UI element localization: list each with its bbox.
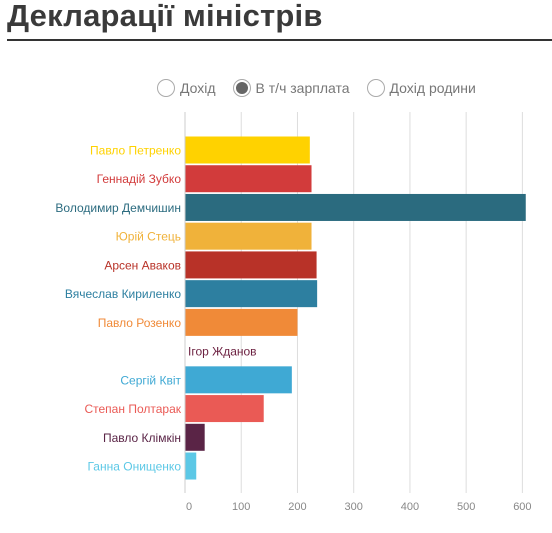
radio-salary[interactable]: В т/ч зарплата	[232, 79, 350, 97]
bar	[185, 366, 292, 394]
bar	[185, 395, 264, 423]
x-tick-label: 400	[401, 501, 419, 513]
metric-radio-group: Дохід В т/ч зарплата Дохід родини	[157, 78, 493, 98]
category-label: Арсен Аваков	[104, 258, 181, 272]
bar	[185, 193, 526, 221]
bar	[185, 280, 318, 308]
category-label: Степан Полтарак	[84, 402, 181, 416]
category-label: Володимир Демчишин	[55, 201, 181, 215]
category-label: Сергій Квіт	[120, 373, 181, 387]
radio-family-income-label: Дохід родини	[389, 80, 476, 96]
bar	[185, 165, 312, 193]
page-title: Декларації міністрів	[7, 0, 323, 33]
bar	[185, 308, 298, 336]
x-tick-label: 100	[232, 501, 250, 513]
x-tick-label: 600	[513, 501, 531, 513]
bar	[185, 251, 317, 279]
category-label: Павло Клімкін	[103, 431, 181, 445]
radio-family-income[interactable]: Дохід родини	[366, 79, 476, 97]
bar	[185, 136, 310, 164]
bar	[185, 452, 197, 480]
category-label: Павло Петренко	[90, 144, 181, 158]
category-label: Ігор Жданов	[188, 345, 257, 359]
radio-circle[interactable]	[366, 79, 385, 97]
x-tick-label: 200	[288, 501, 306, 513]
radio-salary-label: В т/ч зарплата	[255, 80, 350, 96]
radio-income[interactable]: Дохід	[157, 79, 216, 97]
category-label: Юрій Стець	[116, 230, 181, 244]
category-label: Павло Розенко	[98, 316, 182, 330]
category-label: Геннадій Зубко	[97, 172, 182, 186]
radio-circle[interactable]	[232, 79, 251, 97]
x-tick-label: 0	[186, 501, 192, 513]
radio-income-label: Дохід	[180, 80, 216, 96]
x-tick-label: 500	[457, 501, 475, 513]
radio-circle[interactable]	[157, 79, 175, 97]
bar	[185, 423, 205, 451]
title-divider	[7, 39, 552, 41]
x-tick-label: 300	[345, 501, 363, 513]
category-label: Ганна Онищенко	[87, 460, 181, 474]
category-label: Вячеслав Кириленко	[65, 287, 181, 301]
bar	[185, 222, 312, 250]
